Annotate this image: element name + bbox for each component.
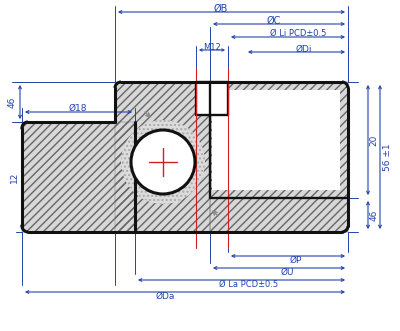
Text: Ø Li PCD±0.5: Ø Li PCD±0.5 [270, 28, 326, 37]
Circle shape [121, 120, 205, 204]
Circle shape [133, 132, 193, 192]
Bar [210, 198, 348, 232]
Bar [210, 82, 348, 198]
Bar [22, 122, 135, 232]
Text: ØP: ØP [290, 256, 302, 264]
Text: 46: 46 [370, 209, 378, 221]
Text: M12: M12 [203, 42, 221, 52]
Text: ØC: ØC [267, 16, 281, 26]
Text: Ø18: Ø18 [69, 104, 87, 113]
Text: Ø La PCD±0.5: Ø La PCD±0.5 [220, 279, 278, 289]
Text: 12: 12 [10, 171, 18, 183]
Text: G: G [139, 150, 147, 160]
Circle shape [131, 130, 195, 194]
Text: ØU: ØU [280, 267, 294, 276]
Bar [115, 82, 210, 232]
Text: 46: 46 [8, 96, 16, 108]
Bar [115, 82, 210, 232]
Text: FS: FS [137, 159, 149, 169]
Circle shape [131, 130, 195, 194]
Bar [22, 122, 135, 232]
Text: 56 ±1: 56 ±1 [382, 143, 392, 171]
Text: ØB: ØB [214, 4, 228, 14]
Bar [196, 82, 228, 115]
Text: 20: 20 [370, 134, 378, 146]
Text: ØDi: ØDi [296, 44, 312, 54]
Text: ØDa: ØDa [155, 292, 175, 301]
Bar [210, 82, 348, 198]
Bar [212, 90, 340, 190]
Bar [210, 198, 348, 232]
